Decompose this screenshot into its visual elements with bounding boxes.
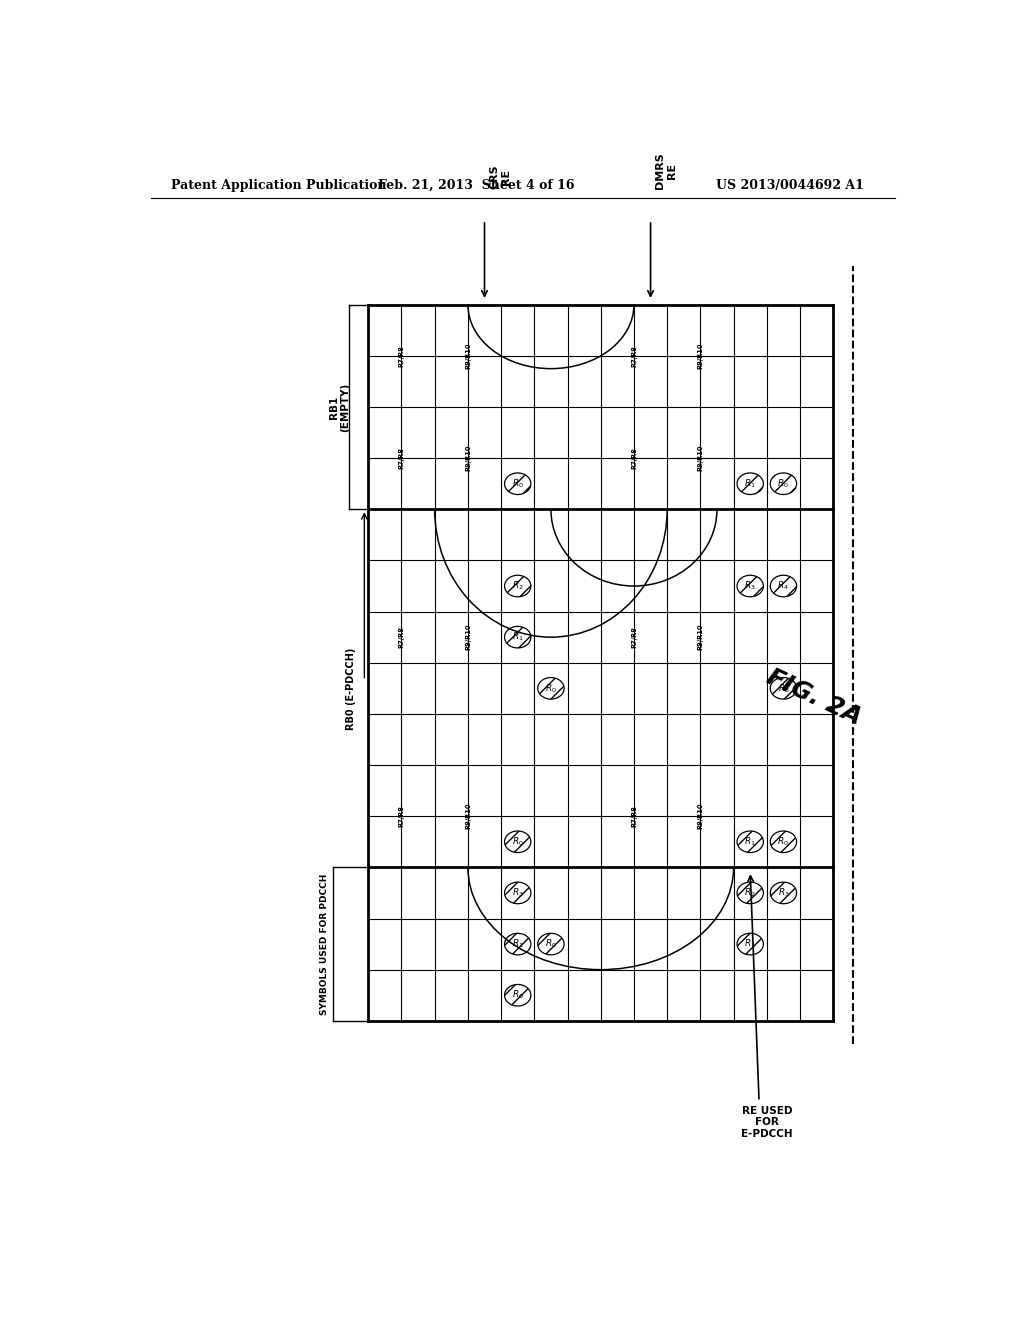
Text: $R_3$: $R_3$ (777, 682, 790, 694)
Bar (700, 305, 733, 510)
Bar (468, 510, 501, 867)
Bar (369, 867, 834, 1020)
Ellipse shape (770, 677, 797, 700)
Text: Patent Application Publication: Patent Application Publication (171, 178, 386, 191)
Ellipse shape (505, 832, 530, 853)
Text: R7/R8: R7/R8 (631, 805, 637, 828)
Text: Feb. 21, 2013  Sheet 4 of 16: Feb. 21, 2013 Sheet 4 of 16 (379, 178, 575, 191)
Text: $R_0$: $R_0$ (512, 836, 523, 847)
Text: US 2013/0044692 A1: US 2013/0044692 A1 (717, 178, 864, 191)
Text: $R_1$: $R_1$ (512, 631, 523, 643)
Text: R7/R8: R7/R8 (631, 345, 637, 367)
Text: R9/R10: R9/R10 (697, 343, 703, 370)
Text: R9/R10: R9/R10 (697, 803, 703, 829)
Bar (800, 305, 834, 510)
Ellipse shape (737, 832, 763, 853)
Bar (668, 510, 700, 867)
Bar (634, 510, 668, 867)
Bar (369, 305, 401, 510)
Text: $R_0$: $R_0$ (512, 478, 523, 490)
Text: R9/R10: R9/R10 (465, 445, 471, 471)
Ellipse shape (737, 882, 763, 904)
Text: RB1
(EMPTY): RB1 (EMPTY) (329, 383, 350, 432)
Text: R9/R10: R9/R10 (697, 445, 703, 471)
Text: $R_0$: $R_0$ (512, 989, 523, 1002)
Text: RB0 (E-PDCCH): RB0 (E-PDCCH) (346, 647, 356, 730)
Ellipse shape (505, 933, 530, 954)
Text: $R_2$: $R_2$ (512, 579, 523, 593)
Bar (601, 510, 634, 867)
Text: $R_1$: $R_1$ (744, 937, 756, 950)
Text: R7/R8: R7/R8 (398, 626, 404, 648)
Text: $R_1$: $R_1$ (744, 478, 756, 490)
Text: R9/R10: R9/R10 (465, 343, 471, 370)
Text: $R_1$: $R_1$ (512, 937, 523, 950)
Text: $R_3$: $R_3$ (777, 887, 790, 899)
Bar (700, 510, 733, 867)
Bar (434, 510, 468, 867)
Bar (668, 305, 700, 510)
Text: SYMBOLS USED FOR PDCCH: SYMBOLS USED FOR PDCCH (319, 874, 329, 1015)
Text: R9/R10: R9/R10 (465, 624, 471, 651)
Bar (601, 305, 634, 510)
Text: R7/R8: R7/R8 (631, 447, 637, 469)
Text: CRS
RE: CRS RE (489, 165, 511, 189)
Ellipse shape (770, 473, 797, 495)
Text: R7/R8: R7/R8 (398, 345, 404, 367)
Text: $R_0$: $R_0$ (545, 682, 557, 694)
Ellipse shape (505, 576, 530, 597)
Bar (401, 510, 434, 867)
Bar (634, 305, 668, 510)
Text: $R_3$: $R_3$ (744, 579, 756, 593)
Ellipse shape (538, 677, 564, 700)
Text: $R_3$: $R_3$ (512, 887, 523, 899)
Text: $R_0$: $R_0$ (777, 478, 790, 490)
Text: R9/R10: R9/R10 (465, 803, 471, 829)
Ellipse shape (770, 576, 797, 597)
Ellipse shape (770, 832, 797, 853)
Ellipse shape (737, 576, 763, 597)
Ellipse shape (737, 933, 763, 954)
Bar (468, 305, 501, 510)
Bar (369, 510, 401, 867)
Ellipse shape (770, 882, 797, 904)
Ellipse shape (505, 985, 530, 1006)
Text: RE USED
FOR
E-PDCCH: RE USED FOR E-PDCCH (741, 1106, 793, 1139)
Text: $R_1$: $R_1$ (744, 836, 756, 847)
Text: $R_0$: $R_0$ (545, 937, 557, 950)
Text: R7/R8: R7/R8 (631, 626, 637, 648)
Text: FIG. 2A: FIG. 2A (763, 665, 865, 730)
Ellipse shape (737, 473, 763, 495)
Ellipse shape (538, 933, 564, 954)
Ellipse shape (505, 473, 530, 495)
Text: $R_4$: $R_4$ (777, 579, 790, 593)
Ellipse shape (505, 882, 530, 904)
Text: R9/R10: R9/R10 (697, 624, 703, 651)
Bar (434, 305, 468, 510)
Text: R7/R8: R7/R8 (398, 447, 404, 469)
Text: $R_0$: $R_0$ (777, 836, 790, 847)
Text: DMRS
RE: DMRS RE (655, 152, 677, 189)
Text: R7/R8: R7/R8 (398, 805, 404, 828)
Ellipse shape (505, 627, 530, 648)
Bar (800, 510, 834, 867)
Text: $R_2$: $R_2$ (744, 887, 756, 899)
Bar (401, 305, 434, 510)
